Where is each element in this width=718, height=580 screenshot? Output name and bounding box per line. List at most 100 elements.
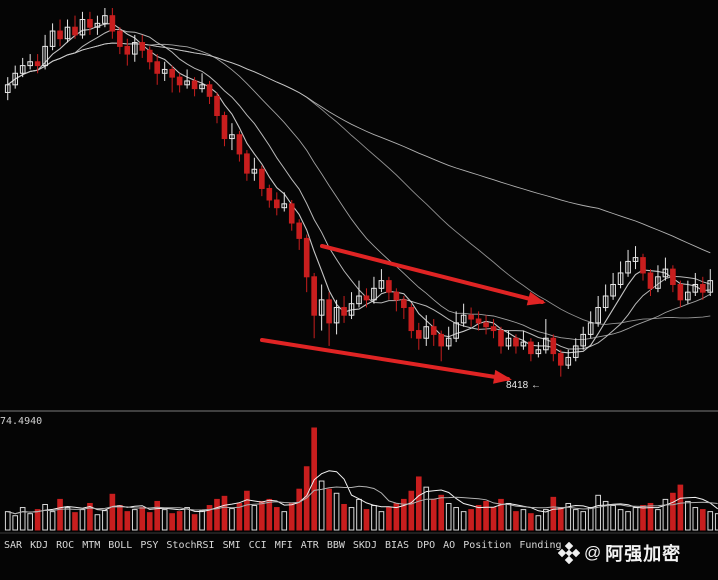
indicator-tab-mfi[interactable]: MFI — [274, 539, 293, 551]
candle-body — [401, 299, 407, 309]
volume-bar — [475, 505, 482, 531]
volume-bar — [378, 511, 385, 531]
candle-body — [647, 272, 654, 289]
indicator-tab-ao[interactable]: AO — [443, 539, 456, 551]
candle-body — [311, 276, 317, 316]
watermark-at: @ — [584, 543, 602, 562]
volume-bar — [236, 502, 243, 531]
ma-line-80 — [7, 42, 711, 254]
volume-bar — [468, 509, 474, 531]
indicator-tab-roc[interactable]: ROC — [56, 539, 75, 551]
volume-bar — [528, 513, 534, 531]
candle-body — [445, 337, 452, 347]
lower-trend-arrow-head — [493, 369, 512, 384]
indicator-tab-skdj[interactable]: SKDJ — [352, 539, 377, 551]
volume-bar — [72, 512, 78, 531]
candle-body — [677, 283, 684, 301]
candle-body — [610, 283, 616, 297]
indicator-tab-atr[interactable]: ATR — [300, 539, 319, 551]
volume-bar — [206, 505, 213, 531]
volume-bar — [595, 494, 601, 531]
indicator-tab-boll[interactable]: BOLL — [108, 539, 133, 551]
watermark: @ 阿强加密 — [558, 540, 681, 566]
volume-bar — [565, 502, 572, 531]
candle-body — [415, 330, 422, 339]
volume-bar — [79, 509, 86, 531]
candle-body — [176, 76, 183, 86]
volume-bar — [550, 496, 557, 531]
volume-bar — [610, 505, 616, 531]
candle-body — [214, 95, 220, 117]
indicator-tab-psy[interactable]: PSY — [140, 539, 159, 551]
indicator-tab-stochrsi[interactable]: StochRSI — [166, 539, 215, 551]
volume-bar — [87, 502, 93, 531]
volume-bar — [296, 488, 303, 531]
candle-body — [460, 314, 467, 324]
candle-body — [161, 68, 168, 74]
indicator-tab-kdj[interactable]: KDJ — [30, 539, 49, 551]
volume-bar — [229, 508, 235, 531]
volume-bar — [505, 502, 512, 531]
volume-bar — [692, 507, 699, 531]
indicator-tab-dpo[interactable]: DPO — [417, 539, 436, 551]
candle-body — [430, 326, 437, 335]
indicator-tab-position[interactable]: Position — [463, 539, 512, 551]
volume-bar — [64, 507, 71, 531]
candle-body — [483, 322, 489, 328]
candle-body — [109, 15, 116, 32]
volume-bar — [408, 490, 415, 531]
candle-body — [535, 349, 542, 355]
candle-body — [348, 303, 355, 316]
volume-bar — [662, 498, 669, 531]
volume-bar — [139, 507, 146, 531]
candle-body — [117, 30, 123, 47]
volume-bar — [146, 512, 153, 531]
volume-bar — [4, 511, 11, 531]
candle-body — [468, 314, 474, 320]
candle-body — [303, 237, 310, 278]
volume-bar — [221, 495, 228, 531]
volume-bar — [572, 509, 579, 531]
indicator-tab-mtm[interactable]: MTM — [82, 539, 101, 551]
indicator-tab-smi[interactable]: SMI — [222, 539, 241, 551]
candle-body — [520, 341, 527, 347]
candle-body — [206, 84, 213, 97]
candle-body — [625, 260, 631, 274]
candle-body — [154, 61, 161, 74]
volume-bar — [356, 498, 362, 531]
volume-bar — [169, 513, 175, 531]
candle-body — [670, 268, 676, 285]
upper-trend-arrow — [320, 244, 544, 304]
lower-trend-arrow — [260, 338, 510, 381]
volume-bar — [513, 511, 519, 531]
volume-bar — [386, 507, 392, 531]
volume-bar — [460, 511, 467, 531]
indicator-tab-bbw[interactable]: BBW — [326, 539, 345, 551]
indicator-tab-cci[interactable]: CCI — [248, 539, 267, 551]
candle-body — [124, 45, 131, 55]
volume-bar — [438, 494, 445, 531]
candle-body — [685, 291, 691, 301]
volume-bar — [49, 511, 56, 531]
volume-bar — [617, 509, 624, 531]
candle-body — [146, 49, 153, 63]
volume-bar — [625, 511, 631, 531]
volume-bar — [57, 498, 63, 531]
volume-bar — [19, 507, 26, 531]
candle-body — [498, 330, 504, 347]
candle-body — [640, 257, 646, 274]
indicator-tab-bias[interactable]: BIAS — [384, 539, 410, 551]
candle-body — [42, 45, 48, 67]
candle-body — [72, 26, 78, 36]
volume-bar — [423, 486, 430, 531]
volume-bar — [557, 507, 564, 531]
candle-body — [341, 307, 347, 316]
volume-bar — [184, 507, 190, 531]
volume-bar — [670, 492, 676, 531]
indicator-tab-sar[interactable]: SAR — [4, 539, 23, 551]
indicator-tab-funding[interactable]: Funding — [519, 539, 562, 551]
candle-body — [386, 280, 392, 293]
candle-body — [184, 80, 190, 86]
